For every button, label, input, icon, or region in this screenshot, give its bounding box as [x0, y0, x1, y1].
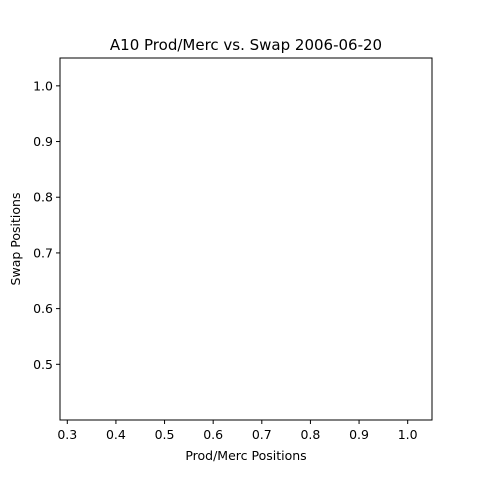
x-tick-label: 0.5	[155, 427, 175, 442]
x-tick-label: 0.8	[300, 427, 320, 442]
y-tick-label: 0.7	[33, 245, 53, 260]
x-tick-label: 1.0	[398, 427, 418, 442]
chart-title: A10 Prod/Merc vs. Swap 2006-06-20	[110, 36, 382, 54]
x-tick-label: 0.7	[252, 427, 272, 442]
plot-area	[59, 57, 433, 421]
x-tick-label: 0.9	[349, 427, 369, 442]
x-tick-label: 0.4	[106, 427, 126, 442]
x-tick-label: 0.6	[203, 427, 223, 442]
x-axis: 0.3 0.4 0.5 0.6 0.7 0.8 0.9 1.0	[57, 420, 418, 442]
x-tick-label: 0.3	[57, 427, 77, 442]
y-tick-label: 0.5	[33, 357, 53, 372]
y-axis: 0.5 0.6 0.7 0.8 0.9 1.0	[33, 78, 60, 372]
y-tick-label: 0.8	[33, 190, 53, 205]
x-axis-label: Prod/Merc Positions	[185, 448, 306, 463]
plot-frame	[59, 57, 433, 421]
y-tick-label: 0.9	[33, 134, 53, 149]
y-tick-label: 1.0	[33, 78, 53, 93]
y-axis-label: Swap Positions	[8, 193, 23, 286]
y-tick-label: 0.6	[33, 301, 53, 316]
